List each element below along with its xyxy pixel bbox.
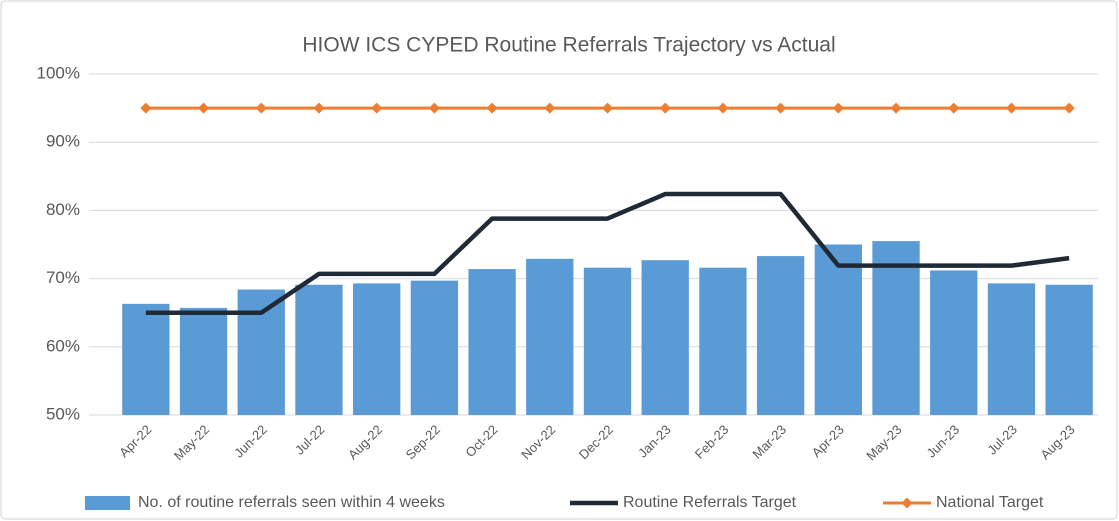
marker: [486, 102, 498, 114]
bar: [237, 289, 285, 415]
bar: [641, 260, 689, 415]
line: [145, 191, 1070, 315]
bar: [872, 241, 920, 415]
y-tick-label: 50%: [46, 404, 80, 423]
bar: [295, 284, 343, 415]
marker: [544, 102, 556, 114]
marker: [832, 102, 844, 114]
marker: [140, 102, 152, 114]
marker: [428, 102, 440, 114]
marker: [1005, 102, 1017, 114]
y-tick-label: 80%: [46, 200, 80, 219]
marker: [1063, 102, 1075, 114]
legend-marker: [901, 497, 913, 509]
legend-label: National Target: [936, 494, 1044, 511]
bar: [1045, 284, 1093, 415]
y-tick-label: 100%: [37, 63, 80, 82]
marker: [948, 102, 960, 114]
bar: [179, 307, 228, 415]
bar: [410, 280, 459, 415]
marker: [255, 102, 267, 114]
bar: [930, 270, 978, 415]
y-tick-label: 90%: [46, 132, 80, 151]
bar: [583, 267, 632, 415]
marker: [602, 102, 613, 114]
bar: [353, 283, 401, 415]
bar: [987, 283, 1036, 415]
marker: [198, 102, 210, 114]
legend-label: Routine Referrals Target: [623, 494, 797, 511]
bar: [468, 269, 516, 415]
legend-label: No. of routine referrals seen within 4 w…: [138, 494, 445, 511]
marker: [775, 102, 787, 114]
marker: [659, 102, 671, 114]
y-tick-label: 60%: [46, 336, 80, 355]
bar: [526, 258, 574, 415]
marker: [371, 102, 383, 114]
bar: [814, 244, 862, 415]
marker: [890, 102, 902, 114]
marker: [313, 102, 325, 114]
marker: [717, 102, 729, 114]
bar: [122, 303, 170, 415]
legend-swatch: [85, 496, 130, 510]
y-tick-label: 70%: [46, 268, 80, 287]
bar: [699, 267, 747, 415]
chart-title: HIOW ICS CYPED Routine Referrals Traject…: [302, 34, 835, 57]
bar: [756, 256, 805, 415]
